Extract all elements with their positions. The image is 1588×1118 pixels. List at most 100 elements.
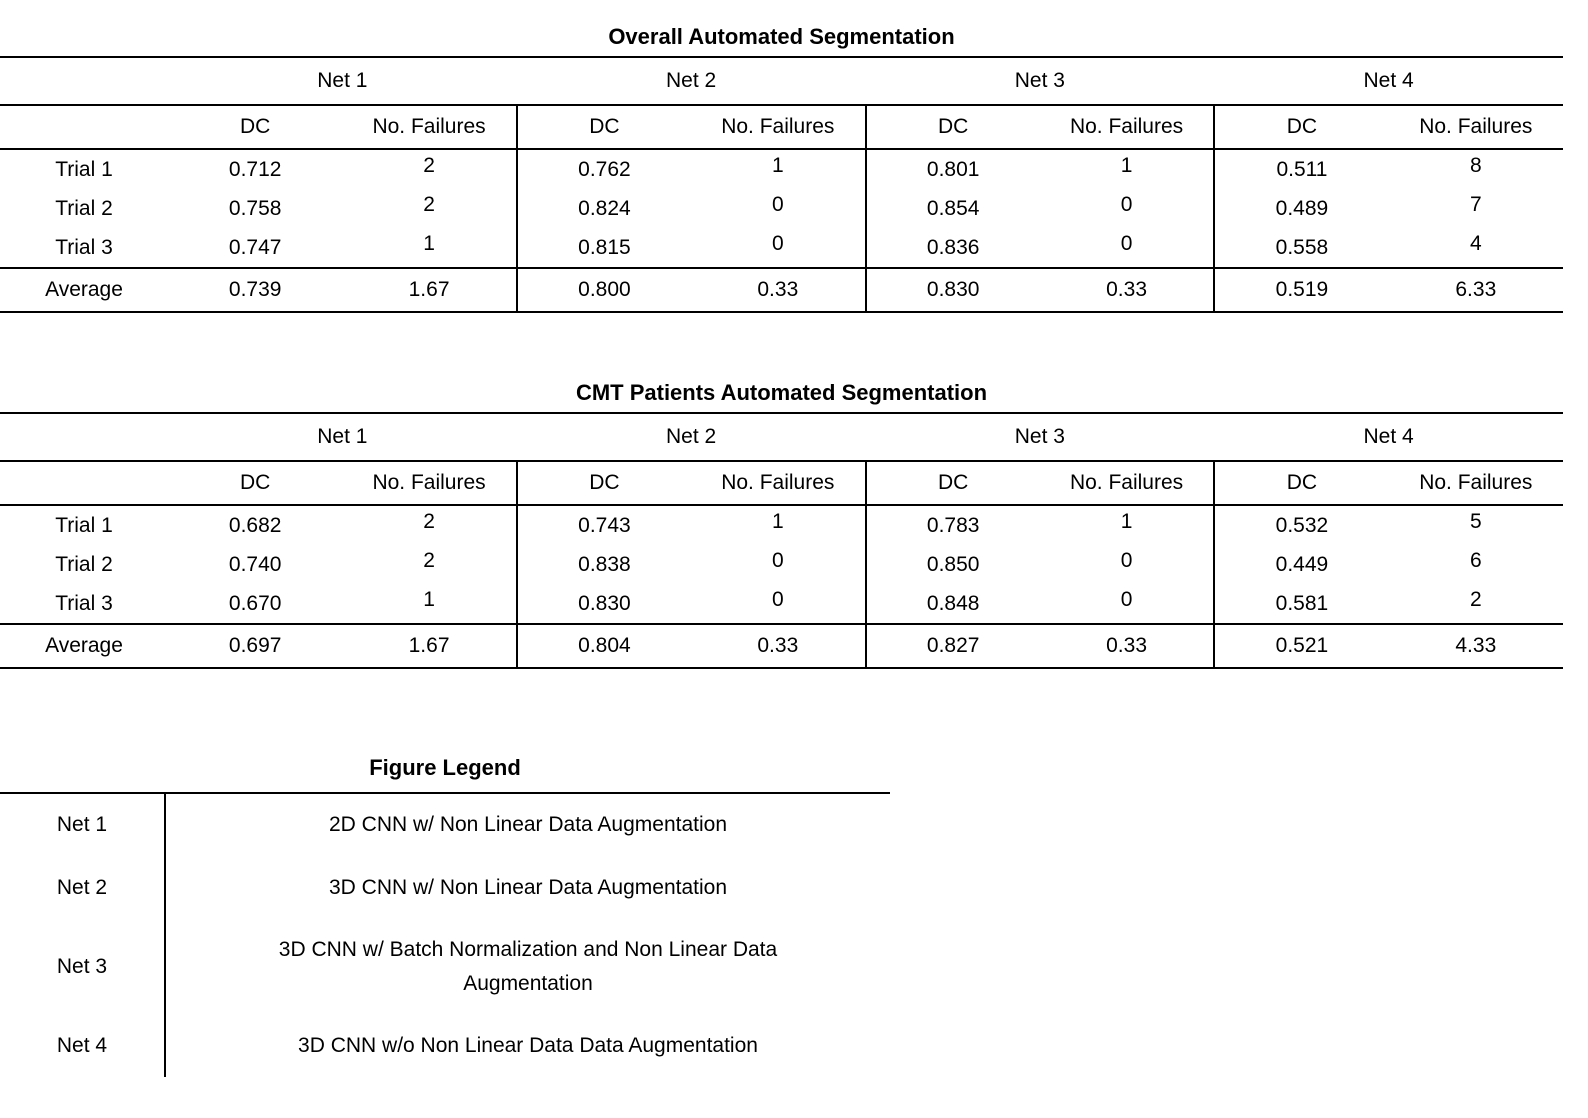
failures-header-cell: No. Failures bbox=[1388, 461, 1563, 506]
dc-header-cell: DC bbox=[168, 461, 343, 506]
net-header-row: Net 1 Net 2 Net 3 Net 4 bbox=[0, 57, 1563, 106]
row-label: Trial 1 bbox=[55, 157, 113, 181]
failures-value-cell: 8 bbox=[1389, 149, 1563, 189]
row-label: Trial 3 bbox=[55, 591, 113, 615]
row-label: Trial 2 bbox=[55, 552, 113, 576]
corner-cell bbox=[0, 105, 168, 150]
dc-value-cell: 0.827 bbox=[864, 623, 1040, 668]
failures-header-cell: No. Failures bbox=[1039, 461, 1215, 506]
failures-value-cell: 4.33 bbox=[1388, 623, 1563, 668]
legend-row: Net 1 2D CNN w/ Non Linear Data Augmenta… bbox=[0, 793, 890, 856]
failures-value-cell: 0 bbox=[1040, 545, 1214, 584]
failures-value-cell: 1 bbox=[342, 228, 516, 268]
failures-value-cell: 0.33 bbox=[1039, 267, 1215, 312]
dc-value-cell: 0.830 bbox=[864, 267, 1040, 312]
dc-value-cell: 0.815 bbox=[515, 228, 692, 268]
dc-value-cell: 0.712 bbox=[228, 157, 282, 181]
legend-entry-description-cell: 3D CNN w/ Batch Normalization and Non Li… bbox=[165, 919, 890, 1014]
failures-value-cell: 4 bbox=[1389, 228, 1563, 268]
failures-value-cell: 0 bbox=[691, 545, 865, 584]
row-label: Trial 3 bbox=[55, 235, 113, 259]
legend-entry-description-cell: 3D CNN w/o Non Linear Data Data Augmenta… bbox=[165, 1014, 890, 1077]
failures-value: 0 bbox=[1120, 548, 1133, 572]
dc-value-cell: 0.854 bbox=[864, 189, 1040, 228]
table-row: Trial 3 0.747 1 0.815 0 0.836 0 0.558 4 bbox=[0, 228, 1563, 268]
corner-cell bbox=[0, 413, 168, 462]
dc-header-cell: DC bbox=[515, 105, 692, 150]
dc-value-cell: 0.740 bbox=[228, 552, 282, 576]
table-row: Trial 2 0.758 2 0.824 0 0.854 0 0.489 7 bbox=[0, 189, 1563, 228]
failures-header-cell: No. Failures bbox=[342, 461, 517, 506]
dc-value-cell: 0.449 bbox=[1213, 545, 1389, 584]
dc-value-cell: 0.532 bbox=[1213, 505, 1389, 545]
dc-value-cell: 0.511 bbox=[1213, 149, 1389, 189]
failures-value: 1 bbox=[423, 231, 435, 255]
dc-value-cell: 0.830 bbox=[515, 584, 692, 624]
failures-value-cell: 0.33 bbox=[1039, 623, 1215, 668]
failures-value-cell: 2 bbox=[342, 505, 516, 545]
net-header-cell: Net 1 bbox=[168, 57, 517, 106]
dc-value-cell: 0.682 bbox=[228, 513, 282, 537]
failures-value-cell: 0 bbox=[1040, 189, 1214, 228]
cmt-results-table: Net 1 Net 2 Net 3 Net 4 DC No. Failures … bbox=[0, 412, 1563, 669]
failures-value: 7 bbox=[1469, 192, 1482, 216]
failures-value: 0 bbox=[1120, 192, 1133, 216]
dc-header-cell: DC bbox=[864, 461, 1040, 506]
legend-entry-description-cell: 3D CNN w/ Non Linear Data Augmentation bbox=[165, 856, 890, 919]
dc-value-cell: 0.838 bbox=[515, 545, 692, 584]
failures-value: 1 bbox=[1120, 153, 1133, 177]
failures-value: 1 bbox=[1120, 509, 1133, 533]
failures-value-cell: 7 bbox=[1389, 189, 1563, 228]
failures-value: 0 bbox=[771, 192, 784, 216]
failures-value: 5 bbox=[1469, 509, 1482, 533]
dc-value-cell: 0.800 bbox=[515, 267, 692, 312]
failures-value-cell: 0 bbox=[1040, 228, 1214, 268]
dc-header-cell: DC bbox=[1213, 461, 1389, 506]
legend-row: Net 2 3D CNN w/ Non Linear Data Augmenta… bbox=[0, 856, 890, 919]
average-row: Average 0.697 1.67 0.804 0.33 0.827 0.33… bbox=[0, 623, 1563, 668]
failures-value-cell: 0.33 bbox=[691, 267, 866, 312]
failures-header-cell: No. Failures bbox=[342, 105, 517, 150]
corner-cell bbox=[0, 461, 168, 506]
row-label: Average bbox=[0, 623, 168, 668]
dc-value-cell: 0.521 bbox=[1213, 623, 1389, 668]
failures-value: 4 bbox=[1469, 231, 1482, 255]
legend-entry-description: 2D CNN w/ Non Linear Data Augmentation bbox=[328, 813, 728, 837]
average-row: Average 0.739 1.67 0.800 0.33 0.830 0.33… bbox=[0, 267, 1563, 312]
failures-value: 2 bbox=[423, 548, 435, 572]
dc-value-cell: 0.824 bbox=[515, 189, 692, 228]
failures-value: 8 bbox=[1469, 153, 1482, 177]
cmt-segmentation-section: CMT Patients Automated Segmentation Net … bbox=[0, 374, 1563, 669]
failures-value-cell: 2 bbox=[342, 189, 516, 228]
failures-value: 0 bbox=[771, 587, 784, 611]
dc-value-cell: 0.743 bbox=[515, 505, 692, 545]
failures-value: 0 bbox=[1120, 587, 1133, 611]
failures-value-cell: 1 bbox=[1040, 149, 1214, 189]
failures-value: 0 bbox=[771, 231, 784, 255]
failures-value-cell: 5 bbox=[1389, 505, 1563, 545]
failures-value: 1 bbox=[423, 587, 435, 611]
failures-header-cell: No. Failures bbox=[1039, 105, 1215, 150]
legend-entry-description: 3D CNN w/ Non Linear Data Augmentation bbox=[328, 875, 728, 899]
dc-value-cell: 0.747 bbox=[228, 235, 282, 259]
net-header-cell: Net 2 bbox=[516, 57, 866, 106]
net-header-cell: Net 4 bbox=[1214, 413, 1563, 462]
dc-value-cell: 0.801 bbox=[864, 149, 1040, 189]
dc-value-cell: 0.519 bbox=[1213, 267, 1389, 312]
dc-header-cell: DC bbox=[515, 461, 692, 506]
legend-entry-description: 3D CNN w/o Non Linear Data Data Augmenta… bbox=[298, 1033, 758, 1057]
failures-value-cell: 1.67 bbox=[342, 267, 517, 312]
corner-cell bbox=[0, 57, 168, 106]
failures-value: 2 bbox=[423, 509, 435, 533]
legend-entry-description: 3D CNN w/ Batch Normalization and Non Li… bbox=[278, 937, 778, 995]
legend-title: Figure Legend bbox=[369, 755, 521, 780]
failures-value: 1 bbox=[771, 153, 784, 177]
dc-value-cell: 0.783 bbox=[864, 505, 1040, 545]
dc-value-cell: 0.697 bbox=[168, 623, 343, 668]
failures-value-cell: 2 bbox=[1389, 584, 1563, 624]
dc-value-cell: 0.489 bbox=[1213, 189, 1389, 228]
legend-entry-label: Net 4 bbox=[0, 1014, 166, 1077]
failures-value-cell: 0 bbox=[1040, 584, 1214, 624]
dc-value-cell: 0.850 bbox=[864, 545, 1040, 584]
failures-value-cell: 1 bbox=[691, 149, 865, 189]
